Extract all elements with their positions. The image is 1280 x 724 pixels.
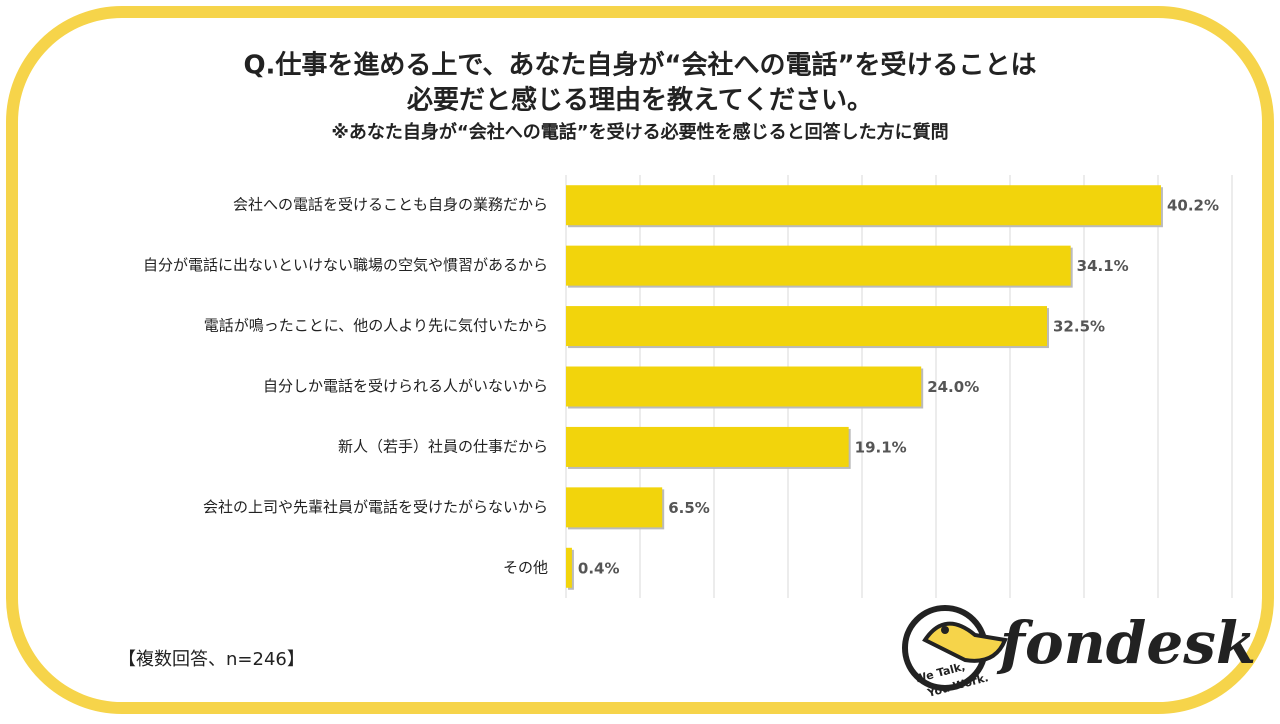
y-tick-label: 自分が電話に出ないといけない職場の空気や慣習があるから (143, 256, 548, 274)
chart-subtitle: ※あなた自身が“会社への電話”を受ける必要性を感じると回答した方に質問 (331, 121, 948, 143)
value-label: 19.1% (855, 438, 907, 456)
value-label: 34.1% (1077, 257, 1129, 275)
y-tick-label: 新人（若手）社員の仕事だから (338, 437, 548, 455)
bar (566, 487, 663, 528)
bar (566, 185, 1161, 226)
y-tick-label: 自分しか電話を受けられる人がいないから (263, 377, 548, 395)
y-tick-label: 電話が鳴ったことに、他の人より先に気付いたから (204, 317, 548, 335)
value-label: 40.2% (1167, 197, 1219, 215)
chart-title: 必要だと感じる理由を教えてください。 (407, 86, 873, 116)
y-tick-label: 会社の上司や先輩社員が電話を受けたがらないから (203, 498, 548, 516)
bar (566, 306, 1047, 347)
bar (566, 366, 922, 407)
note: 【複数回答、n=246】 (118, 649, 305, 670)
chart-title: Q.仕事を進める上で、あなた自身が“会社への電話”を受けることは (243, 50, 1036, 81)
value-label: 0.4% (578, 559, 620, 577)
value-label: 6.5% (668, 499, 710, 517)
bar (566, 547, 572, 588)
logo-eye (941, 626, 949, 634)
value-label: 32.5% (1053, 318, 1105, 336)
y-tick-label: 会社への電話を受けることも自身の業務だから (233, 196, 548, 214)
bar (566, 426, 849, 467)
logo-text: fondesk (996, 609, 1256, 677)
bar (566, 245, 1071, 286)
y-tick-label: その他 (503, 558, 548, 576)
value-label: 24.0% (927, 378, 979, 396)
